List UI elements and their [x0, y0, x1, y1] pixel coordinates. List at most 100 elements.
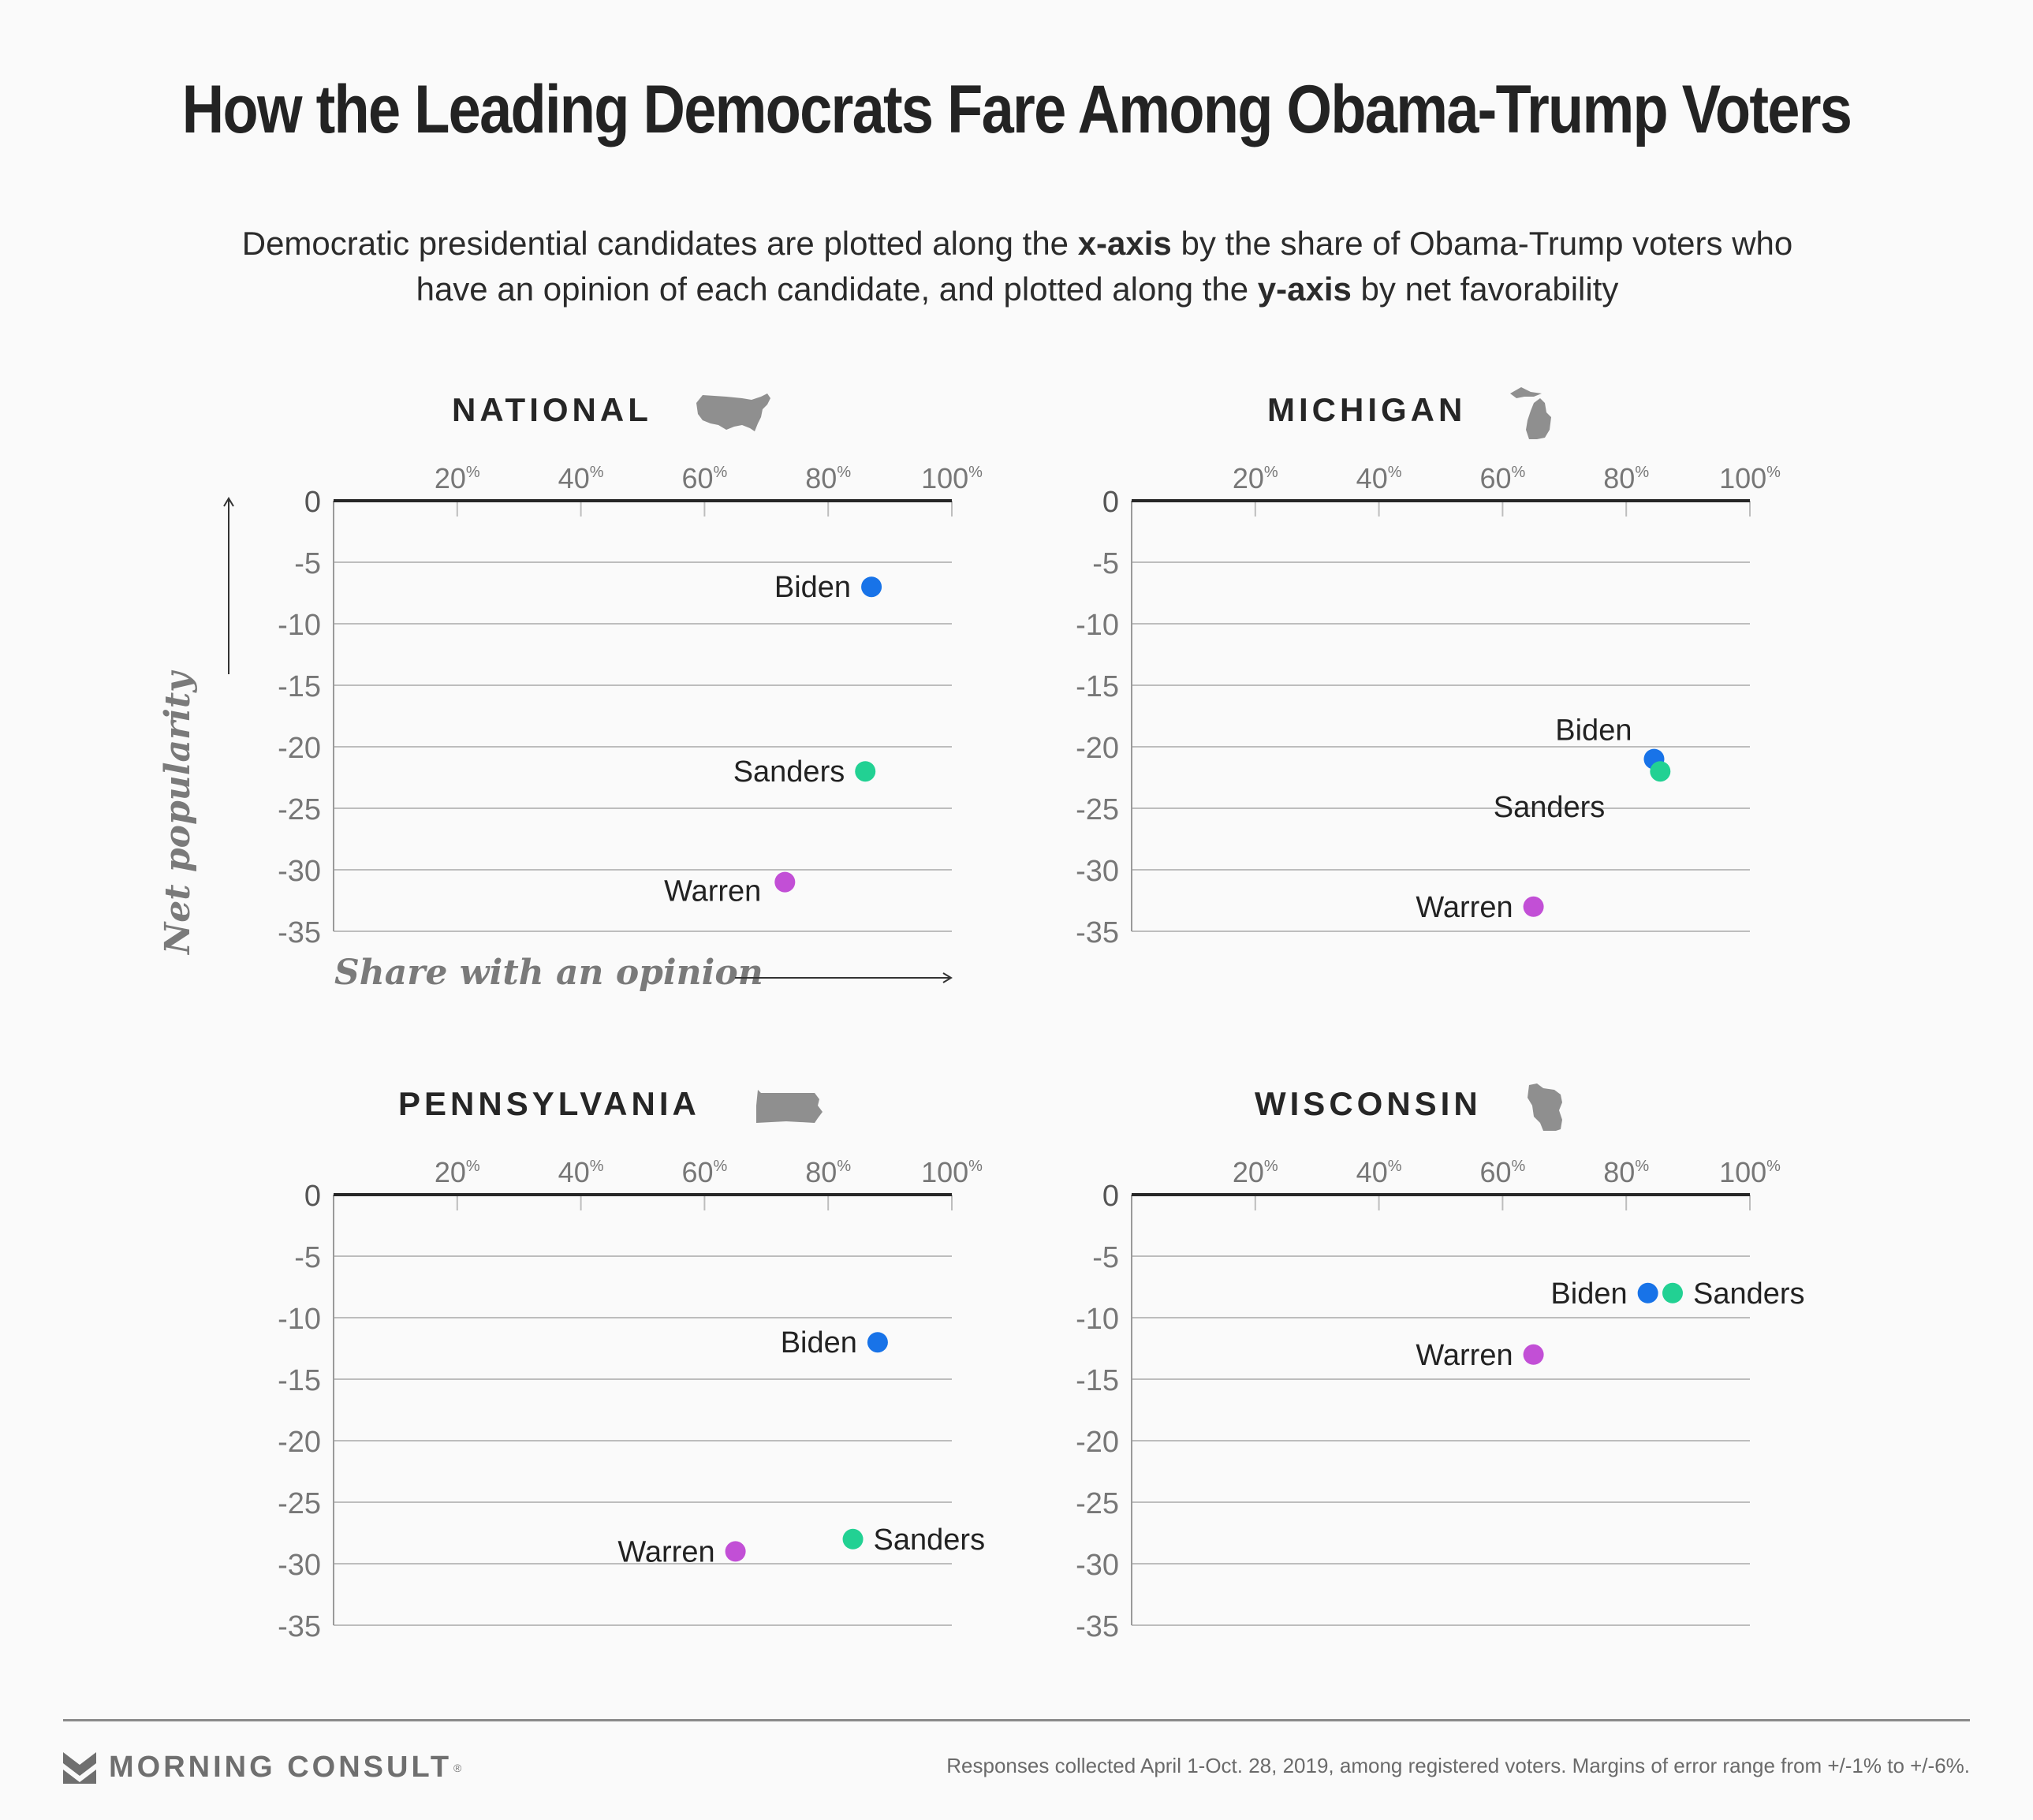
x-tick-label: 20%	[435, 462, 480, 494]
x-tick-label: 60%	[1479, 1156, 1525, 1188]
point-label-biden: Biden	[1550, 1277, 1627, 1311]
y-tick-label: -10	[1076, 609, 1119, 642]
y-axis-arrow-icon	[223, 497, 234, 674]
x-tick-label: 60%	[1479, 462, 1525, 494]
michigan-map-icon	[1510, 387, 1551, 439]
pennsylvania-map-icon	[756, 1090, 823, 1123]
y-tick-label: -15	[278, 1364, 321, 1397]
point-biden	[861, 576, 882, 598]
wisconsin-map-icon	[1528, 1083, 1562, 1131]
x-tick-label: 100%	[1719, 462, 1781, 494]
y-tick-label: -5	[294, 1241, 321, 1274]
y-tick-label: -10	[278, 1303, 321, 1336]
x-tick-label: 60%	[681, 1156, 727, 1188]
y-tick-label: -35	[1076, 1610, 1119, 1643]
subtitle-y-axis: y-axis	[1257, 270, 1352, 308]
footer-divider	[63, 1719, 1970, 1721]
point-sanders	[842, 1528, 864, 1550]
y-tick-label: -30	[278, 855, 321, 888]
point-biden	[1637, 1282, 1658, 1303]
y-tick-label: -15	[1076, 670, 1119, 703]
y-tick-label: -15	[278, 670, 321, 703]
panel-title: WISCONSIN	[1255, 1085, 1482, 1122]
y-tick-label: -20	[1076, 732, 1119, 765]
point-label-sanders: Sanders	[874, 1524, 986, 1557]
point-label-biden: Biden	[1555, 714, 1632, 748]
x-tick-label: 20%	[1233, 462, 1278, 494]
x-tick-label: 20%	[435, 1156, 480, 1188]
subtitle-x-axis: x-axis	[1077, 225, 1172, 262]
x-axis-arrow-icon	[735, 972, 953, 983]
x-tick-label: 40%	[1356, 1156, 1402, 1188]
point-label-warren: Warren	[1416, 1339, 1513, 1372]
panel-national: 0 -5 -10 -15 -20 -25 -30 -35 20% 40% 60% 80% 100% Bid…	[0, 363, 983, 994]
morning-consult-logo-icon	[63, 1751, 96, 1784]
point-label-sanders: Sanders	[1693, 1277, 1805, 1311]
x-tick-label: 20%	[1233, 1156, 1278, 1188]
y-tick-label: 0	[1102, 1180, 1119, 1213]
y-tick-label: 0	[1102, 486, 1119, 519]
point-label-biden: Biden	[774, 571, 851, 604]
y-tick-label: -25	[1076, 793, 1119, 826]
registered-mark: ®	[453, 1761, 462, 1774]
point-label-sanders: Sanders	[733, 755, 845, 789]
x-tick-label: 80%	[1603, 1156, 1649, 1188]
y-tick-label: -25	[278, 1487, 321, 1520]
x-axis-label: Share with an opinion	[334, 953, 763, 993]
panel-title: PENNSYLVANIA	[398, 1085, 700, 1122]
y-tick-label: -5	[1092, 547, 1119, 580]
point-sanders	[855, 761, 876, 782]
y-tick-label: 0	[304, 486, 321, 519]
point-label-warren: Warren	[664, 875, 761, 908]
y-tick-label: -20	[278, 1426, 321, 1459]
y-tick-label: -30	[278, 1549, 321, 1582]
x-tick-label: 80%	[1603, 462, 1649, 494]
y-tick-label: -5	[1092, 1241, 1119, 1274]
x-tick-label: 40%	[558, 462, 604, 494]
x-tick-label: 40%	[558, 1156, 604, 1188]
chart-title: How the Leading Democrats Fare Among Oba…	[181, 72, 1852, 147]
brand-name: MORNING CONSULT	[109, 1751, 453, 1784]
subtitle-text-3: by net favorability	[1351, 270, 1619, 308]
scatter-plot: 0 -5 -10 -15 -20 -25 -30 -35 20% 40% 60% 80% 100% Bid…	[1076, 1156, 1805, 1643]
morning-consult-logo: MORNING CONSULT ®	[63, 1751, 461, 1785]
y-tick-label: -35	[278, 916, 321, 949]
point-warren	[1523, 896, 1544, 917]
point-label-warren: Warren	[1416, 891, 1513, 924]
panel-title: NATIONAL	[452, 391, 652, 428]
x-tick-label: 100%	[1719, 1156, 1781, 1188]
y-tick-label: -5	[294, 547, 321, 580]
y-tick-label: -20	[1076, 1426, 1119, 1459]
panel-pennsylvania: 0 -5 -10 -15 -20 -25 -30 -35 20% 40% 60% 80% 100% Bid…	[0, 1057, 985, 1688]
panel-title: MICHIGAN	[1267, 391, 1467, 428]
y-tick-label: -30	[1076, 1549, 1119, 1582]
y-tick-label: 0	[304, 1180, 321, 1213]
point-sanders	[1650, 761, 1671, 782]
point-biden	[867, 1332, 888, 1353]
y-tick-label: -25	[278, 793, 321, 826]
y-tick-label: -35	[278, 1610, 321, 1643]
y-tick-label: -35	[1076, 916, 1119, 949]
point-label-sanders: Sanders	[1494, 791, 1606, 824]
point-warren	[774, 871, 796, 893]
x-tick-label: 80%	[805, 1156, 851, 1188]
usa-map-icon	[696, 393, 770, 431]
subtitle-text-2: by the share of Obama-Trump voters who h…	[416, 225, 1793, 308]
point-sanders	[1662, 1282, 1683, 1303]
subtitle-text-1: Democratic presidential candidates are p…	[241, 225, 1078, 262]
x-tick-label: 40%	[1356, 462, 1402, 494]
point-warren	[725, 1541, 746, 1562]
y-tick-label: -10	[278, 609, 321, 642]
panel-wisconsin: 0 -5 -10 -15 -20 -25 -30 -35 20% 40% 60% 80% 100% Bid…	[798, 1057, 1805, 1688]
x-tick-label: 60%	[681, 462, 727, 494]
source-note: Responses collected April 1-Oct. 28, 201…	[946, 1754, 1970, 1777]
y-tick-label: -15	[1076, 1364, 1119, 1397]
y-tick-label: -10	[1076, 1303, 1119, 1336]
point-label-biden: Biden	[781, 1326, 857, 1359]
y-tick-label: -25	[1076, 1487, 1119, 1520]
panel-michigan: 0 -5 -10 -15 -20 -25 -30 -35 20% 40% 60% 80% 100% Bid…	[798, 363, 1781, 994]
point-warren	[1523, 1344, 1544, 1365]
y-axis-label: Net popularity	[158, 672, 198, 954]
